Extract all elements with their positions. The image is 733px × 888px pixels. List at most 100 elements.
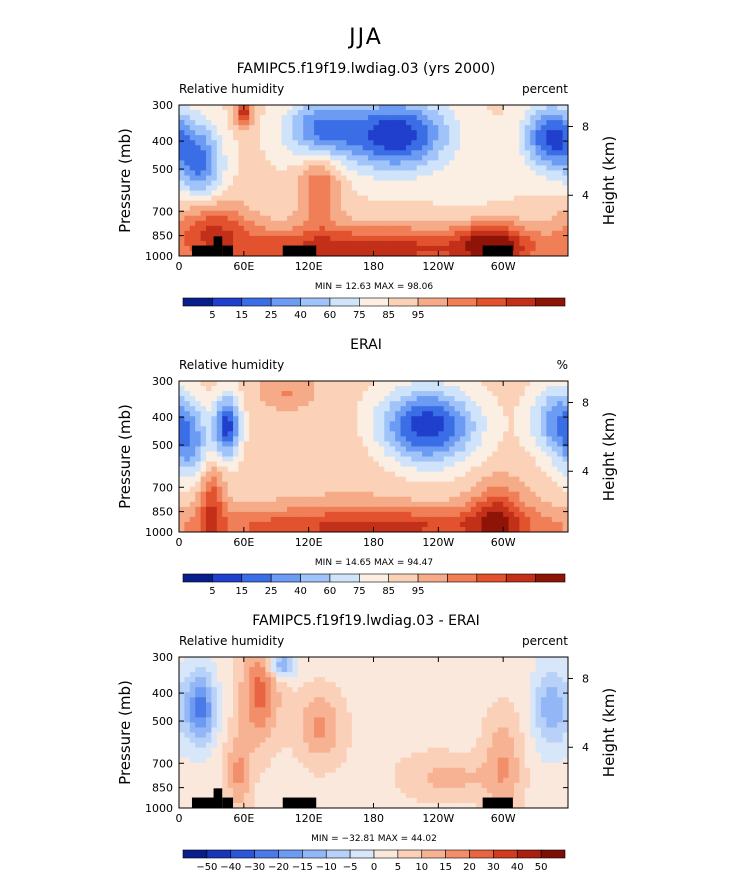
field-cell xyxy=(184,145,191,151)
field-cell xyxy=(524,120,531,126)
field-cell xyxy=(270,722,277,729)
field-cell xyxy=(249,115,256,121)
field-cell xyxy=(260,476,267,483)
field-cell xyxy=(200,240,207,247)
field-cell xyxy=(260,130,267,136)
field-cell xyxy=(189,707,196,713)
field-cell xyxy=(481,496,488,503)
field-cell xyxy=(384,381,391,387)
field-cell xyxy=(524,401,531,407)
field-cell xyxy=(260,210,267,217)
field-cell xyxy=(254,461,261,468)
field-cell xyxy=(519,461,526,468)
field-cell xyxy=(481,120,488,126)
field-cell xyxy=(351,461,358,468)
field-cell xyxy=(519,190,526,197)
field-cell xyxy=(503,110,510,116)
field-cell xyxy=(270,396,277,402)
field-cell xyxy=(530,381,537,387)
field-cell xyxy=(254,165,261,172)
field-cell xyxy=(319,421,326,427)
field-cell xyxy=(211,110,218,116)
field-cell xyxy=(546,235,553,242)
field-cell xyxy=(227,426,234,432)
field-cell xyxy=(216,215,223,222)
field-cell xyxy=(206,195,213,202)
field-cell xyxy=(513,130,520,136)
field-cell xyxy=(384,230,391,237)
field-cell xyxy=(427,245,434,252)
field-cell xyxy=(189,381,196,387)
field-cell xyxy=(378,496,385,503)
field-cell xyxy=(265,491,272,498)
field-cell xyxy=(292,496,299,503)
field-cell xyxy=(200,476,207,483)
field-cell xyxy=(276,240,283,247)
field-cell xyxy=(497,195,504,202)
field-cell xyxy=(432,496,439,503)
field-cell xyxy=(195,501,202,508)
field-cell xyxy=(557,486,564,493)
field-cell xyxy=(260,225,267,232)
field-cell xyxy=(562,215,568,222)
field-cell xyxy=(551,115,558,121)
field-cell xyxy=(233,446,240,453)
field-cell xyxy=(179,802,185,808)
field-cell xyxy=(314,230,321,237)
field-cell xyxy=(449,516,456,523)
field-cell xyxy=(211,135,218,141)
field-cell xyxy=(281,416,288,422)
field-cell xyxy=(189,200,196,207)
field-cell xyxy=(211,180,218,187)
field-cell xyxy=(308,386,315,392)
field-cell xyxy=(265,401,272,407)
field-cell xyxy=(341,521,348,528)
colorbar-label: 5 xyxy=(209,310,215,321)
field-cell xyxy=(368,516,375,523)
field-cell xyxy=(254,195,261,202)
field-cell xyxy=(184,416,191,422)
field-cell xyxy=(497,220,504,227)
field-cell xyxy=(270,476,277,483)
field-cell xyxy=(551,491,558,498)
field-cell xyxy=(535,185,542,192)
field-cell xyxy=(335,180,342,187)
field-cell xyxy=(524,155,531,161)
field-cell xyxy=(476,521,483,528)
field-cell xyxy=(503,526,510,532)
field-cell xyxy=(438,386,445,392)
field-cell xyxy=(465,411,472,417)
field-cell xyxy=(184,135,191,141)
field-cell xyxy=(476,386,483,392)
field-cell xyxy=(389,110,396,116)
field-cell xyxy=(184,461,191,468)
field-cell xyxy=(254,516,261,523)
field-cell xyxy=(233,170,240,177)
field-cell xyxy=(535,421,542,427)
field-cell xyxy=(481,526,488,532)
field-cell xyxy=(330,180,337,187)
field-cell xyxy=(249,456,256,463)
field-cell xyxy=(416,446,423,453)
field-cell xyxy=(481,456,488,463)
field-cell xyxy=(486,446,493,453)
field-cell xyxy=(449,521,456,528)
field-cell xyxy=(195,792,202,799)
field-cell xyxy=(389,195,396,202)
field-cell xyxy=(557,501,564,508)
field-cell xyxy=(211,662,218,668)
field-cell xyxy=(508,431,515,437)
field-cell xyxy=(503,511,510,518)
field-cell xyxy=(216,165,223,172)
field-cell xyxy=(389,521,396,528)
field-cell xyxy=(443,120,450,126)
field-cell xyxy=(195,762,202,769)
field-cell xyxy=(357,130,364,136)
field-cell xyxy=(276,205,283,212)
field-cell xyxy=(270,115,277,121)
field-cell xyxy=(195,767,202,774)
field-cell xyxy=(297,160,304,166)
field-cell xyxy=(341,431,348,437)
field-cell xyxy=(551,240,558,247)
field-cell xyxy=(254,250,261,256)
